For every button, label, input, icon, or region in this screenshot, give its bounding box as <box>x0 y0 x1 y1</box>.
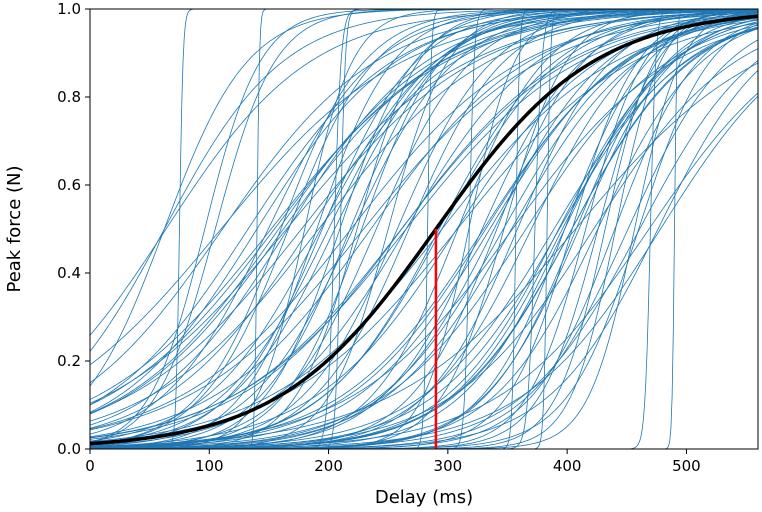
sample-curve-59 <box>90 62 758 448</box>
x-tick-label: 400 <box>553 457 582 475</box>
x-axis-ticks: 0 100 200 300 400 500 <box>85 449 701 475</box>
sample-curve-71 <box>90 15 758 439</box>
y-tick-label: 0.6 <box>57 176 81 194</box>
y-tick-label: 0.0 <box>57 440 81 458</box>
x-tick-label: 100 <box>195 457 224 475</box>
sample-curve-41 <box>90 9 758 387</box>
sample-curve-26 <box>90 10 758 449</box>
y-tick-label: 0.8 <box>57 88 81 106</box>
sample-curve-79 <box>90 11 758 404</box>
sample-curve-91 <box>90 13 758 431</box>
y-tick-label: 0.4 <box>57 264 81 282</box>
sample-curve-52 <box>90 9 758 413</box>
x-axis-title: Delay (ms) <box>375 487 473 508</box>
y-axis-title: Peak force (N) <box>4 165 25 292</box>
x-tick-label: 200 <box>314 457 343 475</box>
sample-curve-98 <box>90 19 758 442</box>
x-tick-label: 500 <box>672 457 701 475</box>
x-tick-label: 300 <box>434 457 463 475</box>
y-tick-label: 1.0 <box>57 0 81 18</box>
sample-curve-35 <box>90 9 758 449</box>
mean-curve <box>90 14 758 446</box>
sample-curve-42 <box>90 11 758 438</box>
sample-curve-74 <box>90 9 758 384</box>
sample-curve-97 <box>90 27 758 449</box>
y-axis-ticks: 0.0 0.2 0.4 0.6 0.8 1.0 <box>57 0 90 458</box>
plot-frame <box>89 8 759 450</box>
sample-curve-40 <box>90 9 758 426</box>
sample-curve-94 <box>90 9 758 429</box>
x-tick-label: 0 <box>85 457 95 475</box>
curves-layer <box>90 9 758 449</box>
sample-curve-46 <box>90 12 758 449</box>
y-tick-label: 0.2 <box>57 352 81 370</box>
sample-curve-76 <box>90 10 758 400</box>
sample-curve-43 <box>90 14 758 440</box>
sample-curve-87 <box>90 9 758 446</box>
sample-curve-85 <box>90 9 758 449</box>
sample-curve-92 <box>90 9 758 449</box>
sample-curve-69 <box>90 28 758 448</box>
sample-curve-77 <box>90 11 758 422</box>
sample-curve-67 <box>90 9 758 449</box>
